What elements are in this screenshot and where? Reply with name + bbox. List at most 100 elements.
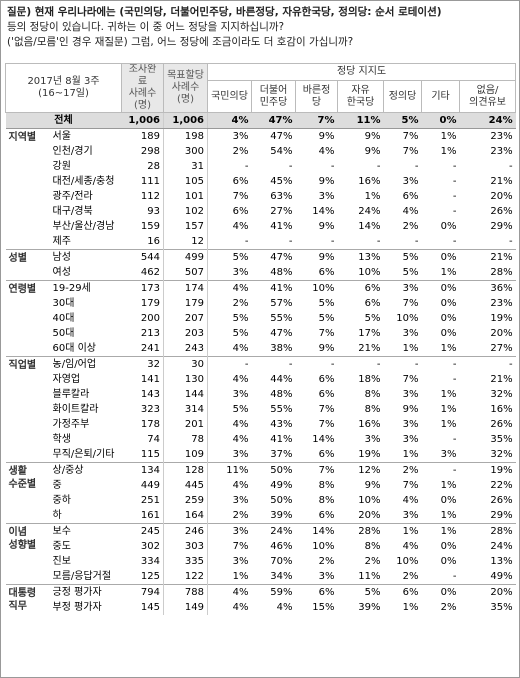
cell: 1% — [402, 343, 419, 354]
cell: - — [244, 236, 249, 247]
data-row: 50대 213 203 5% 47% 7% 17% 3% 0% 20% — [6, 326, 516, 341]
data-row: 대통령 직무 긍정 평가자 794 788 4% 59% 6% 5% 6% 0% 20% — [5, 584, 516, 615]
cell: 4% — [207, 584, 252, 600]
cell: 1% — [440, 146, 457, 157]
cell: 0% — [440, 495, 457, 506]
cell: 10% — [358, 267, 381, 278]
footer — [1, 615, 519, 623]
cell: - — [207, 356, 252, 372]
cell: 0% — [440, 541, 457, 552]
cell: 157 — [163, 219, 209, 234]
cell: 4% — [232, 434, 249, 445]
cell: 38% — [270, 343, 293, 354]
cell: 19% — [358, 449, 381, 460]
row-label: 40대 — [52, 313, 75, 324]
group-label: 이념 성향별 — [5, 523, 50, 585]
cell: 55% — [270, 313, 293, 324]
cell: 32% — [490, 389, 513, 400]
cell: 45% — [270, 176, 293, 187]
cell: 23% — [490, 146, 513, 157]
row-label: 60대 이상 — [52, 343, 97, 354]
cell: 1,006 — [121, 112, 165, 129]
cell: 1% — [440, 510, 457, 521]
row-label: 인천/경기 — [52, 146, 93, 157]
cell: 149 — [163, 600, 209, 615]
cell: 246 — [163, 523, 209, 539]
row-label: 학생 — [52, 434, 71, 445]
row-label: 중 — [52, 480, 62, 491]
cell: 302 — [121, 539, 165, 554]
cell: 179 — [121, 296, 165, 311]
header-cell: 2017년 8월 3주 (16~17일) — [4, 63, 123, 113]
cell: 122 — [163, 569, 209, 585]
cell: 14% — [312, 434, 335, 445]
cell: 7% — [402, 146, 419, 157]
cell: 74 — [121, 432, 165, 447]
cell: 245 — [121, 523, 165, 539]
data-row: 중도 302 303 7% 46% 10% 8% 4% 0% 24% — [6, 539, 516, 554]
cell: 6% — [232, 206, 249, 217]
cell: 9% — [364, 480, 381, 491]
group-label: 지역별 — [5, 128, 50, 250]
cell: 179 — [163, 296, 209, 311]
cell: 11% — [337, 112, 384, 129]
party-header: 기타 — [421, 80, 461, 113]
cell: - — [452, 374, 457, 385]
cell: 37% — [270, 449, 293, 460]
row-label: 30대 — [52, 298, 75, 309]
cell: 788 — [163, 584, 209, 600]
row-label: 부정 평가자 — [52, 602, 102, 613]
cell: - — [376, 161, 381, 172]
data-row: 부정 평가자 145 149 4% 4% 15% 39% 1% 2% 35% — [6, 600, 516, 615]
cell: 6% — [318, 374, 335, 385]
cell: 298 — [121, 144, 165, 159]
cell: 207 — [163, 311, 209, 326]
cell: 6% — [318, 389, 335, 400]
cell: 243 — [163, 341, 209, 357]
row-label: 자영업 — [52, 374, 81, 385]
cell: 6% — [295, 584, 338, 600]
cell: 102 — [163, 204, 209, 219]
cell: 1% — [421, 523, 460, 539]
header-row: 2017년 8월 3주 (16~17일) 조사완료 사례수 (명) 목표할당 사례수… — [4, 62, 517, 113]
cell: 7% — [318, 404, 335, 415]
cell: - — [452, 206, 457, 217]
row-label: 모름/응답거절 — [52, 571, 112, 582]
cell: 2% — [402, 221, 419, 232]
cell: - — [508, 161, 513, 172]
cell: 50% — [270, 495, 293, 506]
cell: 2% — [318, 556, 335, 567]
cell: 794 — [121, 584, 165, 600]
data-row: 이념 성향별 보수 245 246 3% 24% 14% 28% 1% 1% 28% — [5, 523, 516, 585]
row-label: 보수 — [49, 523, 122, 539]
cell: 43% — [270, 419, 293, 430]
cell: 213 — [121, 326, 165, 341]
cell: 41% — [270, 221, 293, 232]
cell: 105 — [163, 174, 209, 189]
data-row: 부산/울산/경남 159 157 4% 41% 9% 14% 2% 0% 29% — [6, 219, 516, 234]
cell: 24% — [358, 206, 381, 217]
cell: 10% — [312, 541, 335, 552]
cell: - — [414, 161, 419, 172]
cell: 24% — [251, 523, 296, 539]
group-label: 대통령 직무 — [5, 584, 50, 615]
cell: 34% — [270, 571, 293, 582]
cell: 16 — [121, 234, 165, 250]
cell: 3% — [383, 280, 422, 296]
results-table: 2017년 8월 3주 (16~17일) 조사완료 사례수 (명) 목표할당 사례수… — [4, 62, 517, 615]
cell: 3% — [402, 419, 419, 430]
cell: 47% — [251, 128, 296, 144]
cell: 5% — [383, 249, 422, 265]
row-label: 하 — [52, 510, 62, 521]
cell: 189 — [121, 128, 165, 144]
question-line: 등의 정당이 있습니다. 귀하는 이 중 어느 정당을 지지하십니까? — [7, 21, 285, 33]
cell: 5% — [207, 249, 252, 265]
data-row: 성별 남성 544 499 5% 47% 9% 13% 5% 0% 21% — [5, 249, 516, 281]
cell: 3% — [402, 389, 419, 400]
data-row: 대전/세종/충청 111 105 6% 45% 9% 16% 3% - 21% — [6, 174, 516, 189]
cell: 14% — [358, 221, 381, 232]
cell: 2% — [440, 602, 457, 613]
header-cell: 조사완료 사례수 (명) — [121, 63, 165, 113]
cell: 174 — [163, 280, 209, 296]
cell: 19% — [490, 313, 513, 324]
